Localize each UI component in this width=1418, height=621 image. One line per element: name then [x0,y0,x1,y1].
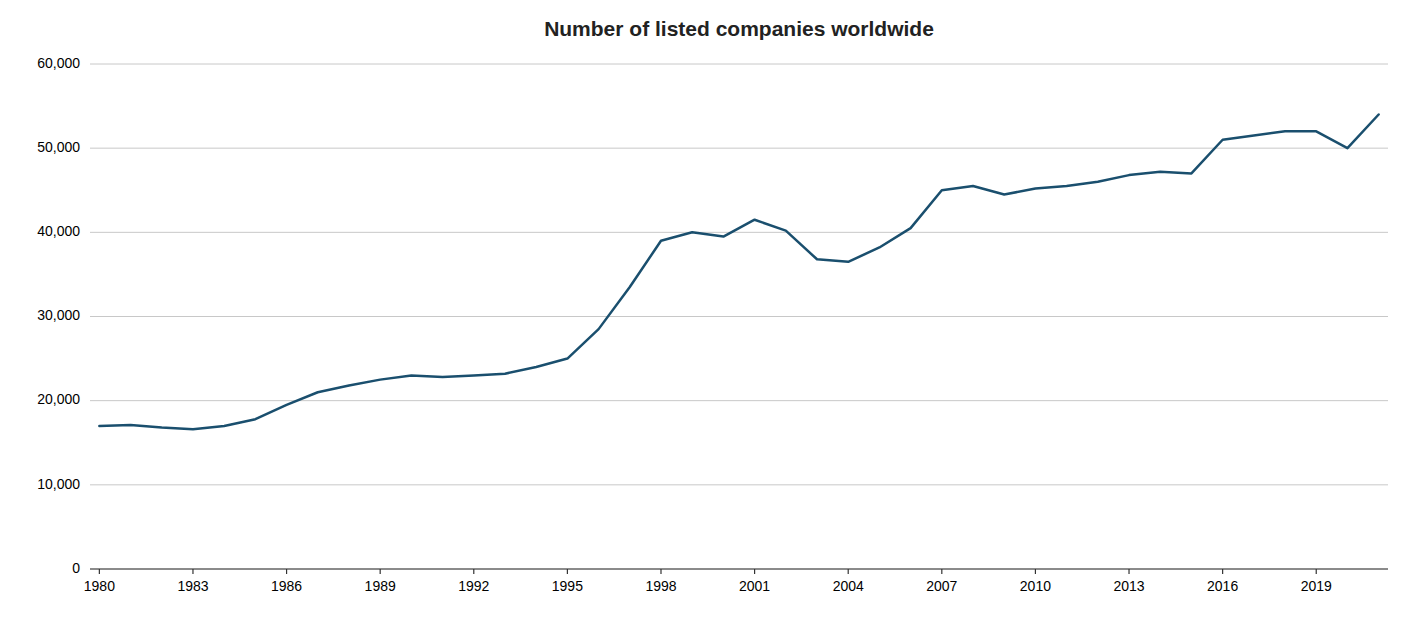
y-tick-label: 60,000 [37,55,80,71]
x-tick [1035,569,1036,574]
x-tick [286,569,287,574]
x-tick-label: 2013 [1113,578,1144,594]
x-tick [99,569,100,574]
grid-line [90,148,1388,149]
y-grid [90,64,1388,569]
x-tick [380,569,381,574]
x-tick-label: 2004 [833,578,864,594]
y-tick-label: 30,000 [37,307,80,323]
grid-line [90,569,1388,570]
grid-line [90,316,1388,317]
x-tick-label: 2007 [926,578,957,594]
x-tick-label: 1995 [552,578,583,594]
x-tick [473,569,474,574]
x-tick [1316,569,1317,574]
x-axis-line [90,568,1388,569]
y-tick-label: 20,000 [37,391,80,407]
x-tick-label: 1989 [365,578,396,594]
x-tick-label: 1983 [177,578,208,594]
x-tick [1222,569,1223,574]
x-tick-label: 2016 [1207,578,1238,594]
x-tick-label: 1998 [645,578,676,594]
x-tick [660,569,661,574]
plot-area [99,115,1378,430]
line [99,115,1378,430]
x-tick-label: 1980 [84,578,115,594]
y-tick-label: 10,000 [37,476,80,492]
x-tick-label: 2001 [739,578,770,594]
x-tick-label: 2019 [1301,578,1332,594]
grid-line [90,484,1388,485]
x-axis: 1980 1983 1986 1989 1992 1995 1998 2001 2004 2007… [84,569,1388,594]
x-tick-label: 2010 [1020,578,1051,594]
x-tick-label: 1992 [458,578,489,594]
grid-line [90,400,1388,401]
grid-line [90,64,1388,65]
y-tick-label: 50,000 [37,139,80,155]
grid-line [90,232,1388,233]
y-axis: 0 10,000 20,000 30,000 40,000 50,000 60,000 [37,55,80,576]
x-tick [848,569,849,574]
x-tick [941,569,942,574]
x-tick-label: 1986 [271,578,302,594]
title: Number of listed companies worldwide [544,17,934,40]
y-tick-label: 40,000 [37,223,80,239]
x-tick [567,569,568,574]
chart-container: Number of listed companies worldwide 0 10,… [0,0,1418,621]
x-tick [754,569,755,574]
x-tick [192,569,193,574]
chart-svg: Number of listed companies worldwide 0 10,… [0,0,1418,621]
y-tick-label: 0 [72,560,80,576]
x-tick [1128,569,1129,574]
